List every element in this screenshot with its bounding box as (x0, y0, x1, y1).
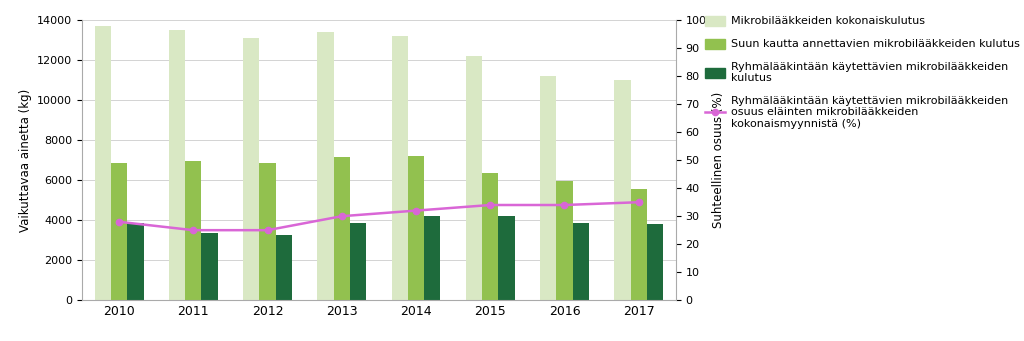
Legend: Mikrobilääkkeiden kokonaiskulutus, Suun kautta annettavien mikrobilääkkeiden kul: Mikrobilääkkeiden kokonaiskulutus, Suun … (701, 12, 1023, 132)
Bar (540, 76, 556, 300)
Bar (185, 161, 202, 300)
Bar (391, 36, 408, 300)
Bar (572, 223, 589, 300)
Bar (259, 163, 275, 300)
Bar (94, 27, 111, 300)
Bar (243, 39, 259, 300)
Y-axis label: Vaikuttavaa ainetta (kg): Vaikuttavaa ainetta (kg) (18, 89, 32, 232)
Bar (111, 163, 127, 300)
Bar (202, 233, 218, 300)
Bar (127, 223, 143, 300)
Bar (614, 80, 631, 300)
Y-axis label: Suhteellinen osuus (%): Suhteellinen osuus (%) (712, 92, 725, 228)
Bar (317, 32, 334, 300)
Bar (631, 189, 647, 300)
Bar (466, 56, 482, 300)
Bar (647, 224, 664, 300)
Bar (424, 216, 440, 300)
Bar (408, 156, 424, 300)
Bar (482, 173, 499, 300)
Bar (556, 181, 572, 300)
Bar (275, 235, 292, 300)
Bar (169, 30, 185, 300)
Bar (334, 157, 350, 300)
Bar (499, 216, 515, 300)
Bar (350, 223, 367, 300)
